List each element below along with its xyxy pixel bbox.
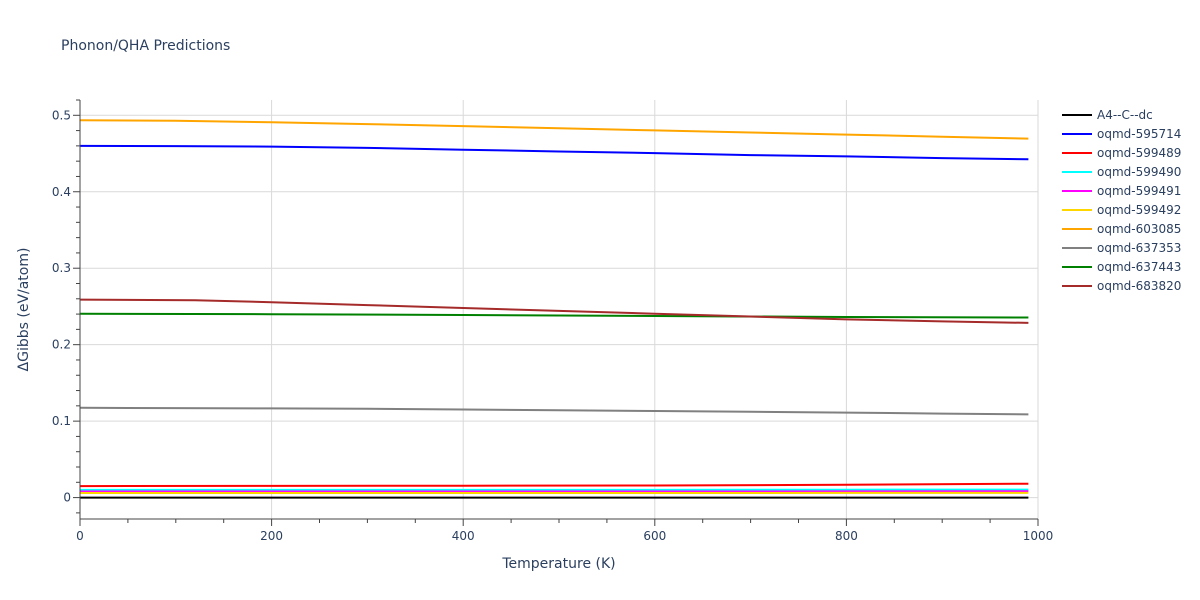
series-line-oqmd-683820 [79, 298, 1029, 324]
legend-label: oqmd-637443 [1097, 260, 1181, 274]
legend-label: oqmd-599491 [1097, 184, 1181, 198]
legend-item-oqmd-683820[interactable]: oqmd-683820 [1062, 279, 1181, 293]
y-tick-label: 0.3 [52, 261, 71, 275]
series-line-oqmd-603085 [79, 119, 1029, 140]
series-line-oqmd-637443 [79, 312, 1029, 319]
grid [80, 100, 1039, 519]
series-line-oqmd-599489 [79, 482, 1029, 488]
y-tick-label: 0.2 [52, 338, 71, 352]
series-line-oqmd-595714 [79, 144, 1029, 161]
legend[interactable]: A4--C--dc oqmd-595714 oqmd-599489 oqmd-5994… [1062, 108, 1181, 293]
legend-label: oqmd-599492 [1097, 203, 1181, 217]
y-tick-label: 0 [63, 491, 71, 505]
legend-item-A4--C--dc[interactable]: A4--C--dc [1062, 108, 1153, 122]
legend-label: oqmd-637353 [1097, 241, 1181, 255]
legend-label: oqmd-599489 [1097, 146, 1181, 160]
y-tick-label: 0.1 [52, 414, 71, 428]
series-layer [79, 119, 1029, 499]
series-line-oqmd-637353 [79, 406, 1029, 416]
legend-item-oqmd-599491[interactable]: oqmd-599491 [1062, 184, 1181, 198]
x-tick-label: 600 [643, 529, 666, 543]
legend-item-oqmd-599492[interactable]: oqmd-599492 [1062, 203, 1181, 217]
y-axis-title: ΔGibbs (eV/atom) [16, 248, 32, 372]
legend-item-oqmd-599489[interactable]: oqmd-599489 [1062, 146, 1181, 160]
legend-item-oqmd-595714[interactable]: oqmd-595714 [1062, 127, 1181, 141]
legend-item-oqmd-637443[interactable]: oqmd-637443 [1062, 260, 1181, 274]
legend-label: oqmd-595714 [1097, 127, 1181, 141]
legend-item-oqmd-599490[interactable]: oqmd-599490 [1062, 165, 1181, 179]
chart-title: Phonon/QHA Predictions [61, 38, 230, 54]
legend-label: A4--C--dc [1097, 108, 1153, 122]
y-tick-label: 0.4 [52, 185, 71, 199]
legend-label: oqmd-683820 [1097, 279, 1181, 293]
x-tick-label: 1000 [1023, 529, 1054, 543]
legend-label: oqmd-603085 [1097, 222, 1181, 236]
x-tick-label: 0 [76, 529, 84, 543]
legend-label: oqmd-599490 [1097, 165, 1181, 179]
legend-item-oqmd-637353[interactable]: oqmd-637353 [1062, 241, 1181, 255]
legend-item-oqmd-603085[interactable]: oqmd-603085 [1062, 222, 1181, 236]
y-tick-label: 0.5 [52, 108, 71, 122]
x-tick-label: 400 [452, 529, 475, 543]
x-axis-title: Temperature (K) [501, 556, 615, 572]
x-tick-label: 800 [835, 529, 858, 543]
x-tick-label: 200 [260, 529, 283, 543]
axes: 0 200 400 600 800 1000 0 0.1 0.2 0.3 0.4 0.5 [52, 99, 1054, 543]
